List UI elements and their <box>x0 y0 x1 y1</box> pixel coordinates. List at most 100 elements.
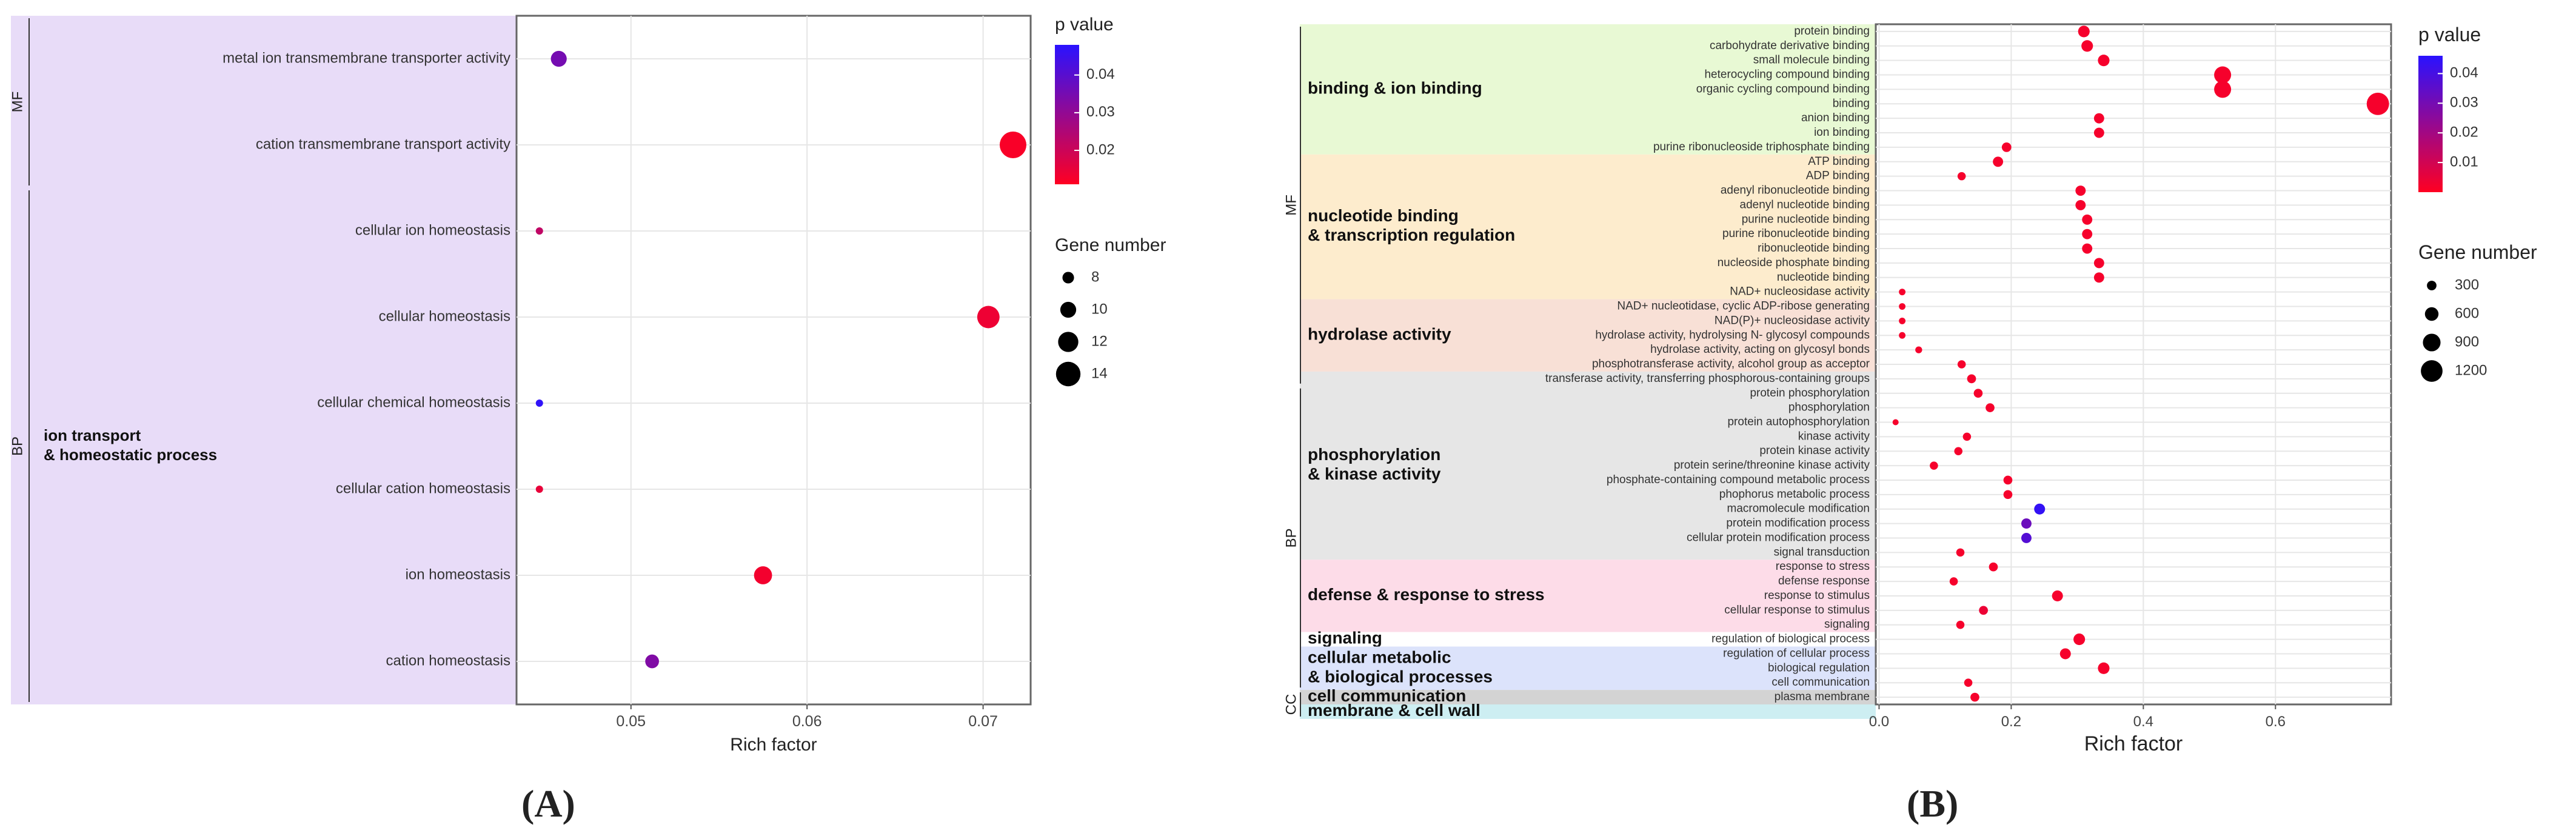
category-label: ATP binding <box>1808 155 1870 168</box>
category-label: cellular ion homeostasis <box>355 222 510 238</box>
color-bar-label: 0.02 <box>2450 124 2478 141</box>
size-legend-label: 8 <box>1091 269 1099 285</box>
size-legend-title: Gene number <box>2418 241 2537 263</box>
size-legend-label: 900 <box>2455 333 2479 350</box>
data-point <box>2093 113 2104 124</box>
group-band <box>1300 632 1876 647</box>
group-band <box>1300 299 1876 372</box>
color-bar-label: 0.01 <box>2450 153 2478 170</box>
data-point <box>535 227 543 235</box>
data-point <box>2075 199 2086 210</box>
category-label: ribonucleotide binding <box>1758 242 1870 255</box>
category-label: protein phosphorylation <box>1750 387 1870 399</box>
x-tick-label: 0.6 <box>2266 714 2286 730</box>
category-label: metal ion transmembrane transporter acti… <box>222 50 510 66</box>
category-label: phosphorylation <box>1788 401 1870 414</box>
category-label: defense response <box>1778 575 1870 587</box>
data-point <box>1989 562 1998 572</box>
category-label: hydrolase activity, acting on glycosyl b… <box>1650 343 1870 356</box>
x-tick-label: 0.0 <box>1869 714 1889 730</box>
group-label: defense & response to stress <box>1308 585 1545 604</box>
data-point <box>2001 142 2012 152</box>
ontology-label: CC <box>1283 694 1299 715</box>
category-label: cellular homeostasis <box>379 308 510 324</box>
size-legend-label: 12 <box>1091 333 1108 349</box>
group-band <box>1300 690 1876 704</box>
data-point <box>2073 633 2086 646</box>
ontology-label: BP <box>1283 528 1299 547</box>
data-point <box>1899 303 1906 310</box>
plot-panel <box>515 15 1032 706</box>
data-point <box>2214 66 2232 84</box>
color-bar <box>1055 45 1079 184</box>
data-point <box>1957 360 1966 369</box>
group-label: signaling <box>1308 629 1382 647</box>
category-label: small molecule binding <box>1753 54 1870 67</box>
category-label: adenyl ribonucleotide binding <box>1721 184 1870 197</box>
size-legend-dot <box>2427 281 2437 290</box>
category-label: macromolecule modification <box>1727 503 1870 515</box>
category-label: regulation of biological process <box>1711 633 1870 646</box>
group-band <box>1300 24 1876 155</box>
data-point <box>999 132 1026 158</box>
group-band <box>1300 646 1876 690</box>
category-label: purine nucleotide binding <box>1742 213 1870 226</box>
data-point <box>1986 403 1995 412</box>
x-tick-label: 0.05 <box>616 713 646 730</box>
data-point <box>1899 332 1906 339</box>
category-label: signaling <box>1824 618 1870 631</box>
chart-panel-a: ion transport & homeostatic process MF BP me… <box>9 15 1166 755</box>
group-label: ion transport & homeostatic process <box>44 426 217 464</box>
category-label: response to stimulus <box>1764 589 1870 602</box>
category-label: protein serine/threonine kinase activity <box>1674 459 1870 472</box>
group-label: nucleotide binding & transcription regula… <box>1308 207 1515 245</box>
category-label: protein kinase activity <box>1759 444 1870 457</box>
x-tick-label: 0.2 <box>2001 714 2021 730</box>
data-point <box>2003 490 2013 500</box>
size-legend-dot <box>2424 307 2439 321</box>
data-point <box>2075 186 2086 196</box>
size-legend-label: 300 <box>2455 276 2479 293</box>
data-point <box>1970 692 1979 702</box>
panel-label-a: (A) <box>521 782 575 825</box>
category-label: kinase activity <box>1798 430 1870 443</box>
data-point <box>535 399 543 407</box>
data-point <box>1899 289 1906 296</box>
data-point <box>2093 127 2104 138</box>
data-point <box>2021 518 2032 529</box>
data-point <box>1949 577 1958 586</box>
category-label: purine ribonucleoside triphosphate bindi… <box>1653 141 1870 153</box>
category-label: response to stress <box>1776 560 1870 573</box>
data-point <box>2003 475 2013 485</box>
group-band <box>1300 560 1876 632</box>
category-label: biological regulation <box>1768 661 1870 674</box>
category-label: heterocycling compound binding <box>1704 69 1870 81</box>
data-point <box>2214 81 2232 98</box>
category-label: cellular protein modification process <box>1687 531 1870 544</box>
data-point <box>2082 243 2093 254</box>
x-tick-label: 0.07 <box>968 713 998 730</box>
data-point <box>550 50 567 67</box>
data-point <box>1962 432 1972 441</box>
data-point <box>2093 272 2104 283</box>
data-point <box>1915 346 1922 353</box>
category-label: regulation of cellular process <box>1723 647 1870 660</box>
data-point <box>754 566 772 584</box>
color-legend-title: p value <box>2418 24 2481 45</box>
group-label: phosphorylation & kinase activity <box>1308 445 1441 483</box>
data-point <box>1979 606 1988 615</box>
group-label: binding & ion binding <box>1308 79 1482 98</box>
data-point <box>2081 40 2093 52</box>
color-bar-label: 0.04 <box>1086 66 1115 82</box>
category-label: NAD(P)+ nucleosidase activity <box>1715 314 1870 327</box>
category-label: carbohydrate derivative binding <box>1710 39 1870 52</box>
size-legend-label: 600 <box>2455 305 2479 321</box>
data-point <box>2082 229 2093 239</box>
ontology-label: MF <box>1283 195 1299 216</box>
category-label: cell communication <box>1771 676 1870 689</box>
category-label: phosphotransferase activity, alcohol gro… <box>1592 358 1870 370</box>
group-label: cellular metabolic & biological processes <box>1308 648 1493 686</box>
color-bar-label: 0.03 <box>1086 104 1115 120</box>
size-legend-dot <box>1058 332 1079 352</box>
